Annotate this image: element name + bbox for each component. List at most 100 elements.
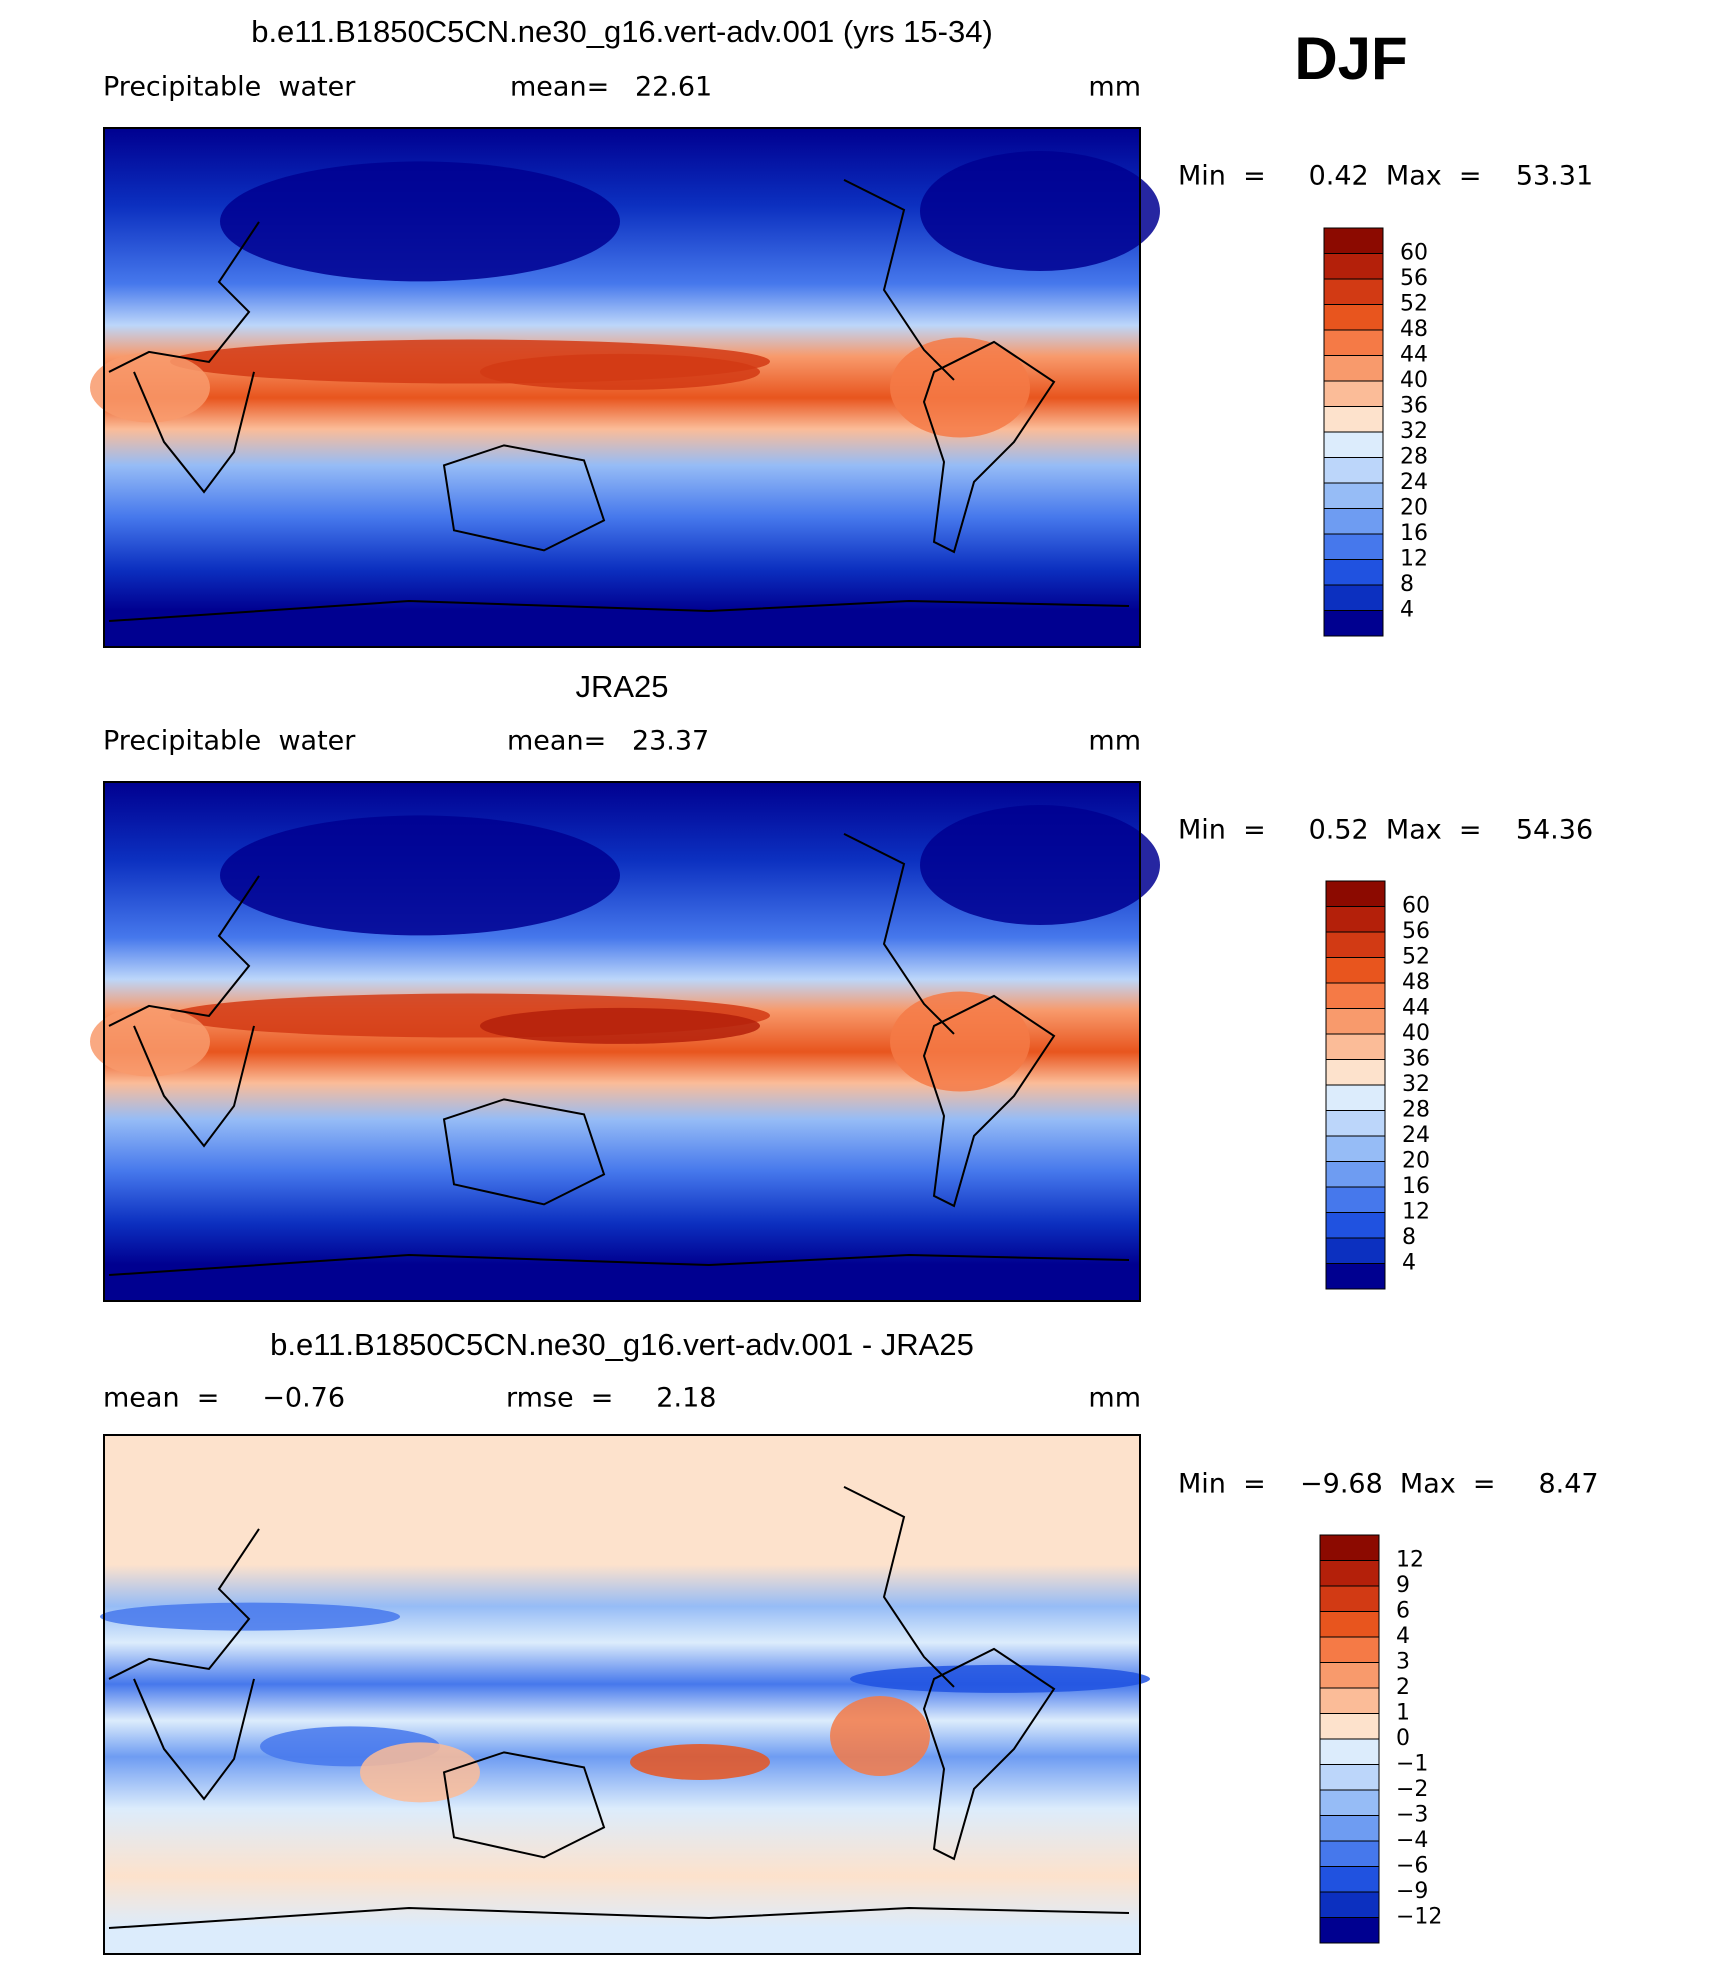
units-label: mm bbox=[1088, 72, 1141, 103]
field-blob bbox=[890, 991, 1030, 1092]
min-max: Min = −9.68 Max = 8.47 bbox=[1178, 1469, 1599, 1500]
colorbar-label: 36 bbox=[1400, 394, 1428, 419]
colorbar-box bbox=[1323, 584, 1384, 611]
colorbar-box bbox=[1323, 431, 1384, 458]
colorbar-box bbox=[1319, 1560, 1380, 1587]
panel-title: b.e11.B1850C5CN.ne30_g16.vert-adv.001 - … bbox=[270, 1327, 974, 1362]
colorbar-box bbox=[1323, 278, 1384, 305]
colorbar-label: 3 bbox=[1396, 1650, 1410, 1675]
colorbar-box bbox=[1319, 1687, 1380, 1714]
field-blob bbox=[630, 1743, 770, 1780]
variable-label: Precipitable water bbox=[103, 726, 356, 757]
colorbar-box bbox=[1319, 1611, 1380, 1638]
min-max: Min = 0.42 Max = 53.31 bbox=[1178, 161, 1593, 192]
field-blob bbox=[100, 1602, 400, 1631]
coastline bbox=[108, 1486, 1130, 1930]
field-blob bbox=[920, 151, 1160, 272]
colorbar-label: 52 bbox=[1400, 292, 1428, 317]
colorbar-label: 48 bbox=[1400, 317, 1428, 342]
colorbar-box bbox=[1325, 1084, 1386, 1111]
colorbar-box bbox=[1325, 1135, 1386, 1162]
colorbar-box bbox=[1325, 931, 1386, 958]
colorbar-label: −6 bbox=[1396, 1854, 1428, 1879]
colorbar-label: 20 bbox=[1400, 496, 1428, 521]
colorbar-box bbox=[1319, 1636, 1380, 1663]
colorbar-label: 8 bbox=[1400, 572, 1414, 597]
colorbar-label: 9 bbox=[1396, 1573, 1410, 1598]
colorbar-label: 16 bbox=[1400, 521, 1428, 546]
colorbar-label: 4 bbox=[1396, 1624, 1410, 1649]
colorbar-box bbox=[1323, 533, 1384, 560]
colorbar-box bbox=[1325, 1008, 1386, 1035]
colorbar-label: 60 bbox=[1402, 894, 1430, 919]
field-blob bbox=[480, 353, 760, 390]
colorbar-label: 48 bbox=[1402, 970, 1430, 995]
colorbar-box bbox=[1319, 1585, 1380, 1612]
colorbar-label: −9 bbox=[1396, 1879, 1428, 1904]
colorbar-box bbox=[1323, 406, 1384, 433]
colorbar-box bbox=[1319, 1840, 1380, 1867]
colorbar-label: 6 bbox=[1396, 1599, 1410, 1624]
colorbar-box bbox=[1325, 1237, 1386, 1264]
colorbar-label: 12 bbox=[1402, 1200, 1430, 1225]
colorbar-box bbox=[1319, 1738, 1380, 1765]
colorbar-label: 60 bbox=[1400, 241, 1428, 266]
colorbar-box bbox=[1319, 1891, 1380, 1918]
colorbar-label: 8 bbox=[1402, 1225, 1416, 1250]
variable-label: Precipitable water bbox=[103, 72, 356, 103]
colorbar-label: 1 bbox=[1396, 1701, 1410, 1726]
colorbar-box bbox=[1319, 1815, 1380, 1842]
colorbar-label: 40 bbox=[1402, 1021, 1430, 1046]
colorbar-label: −1 bbox=[1396, 1752, 1428, 1777]
colorbar-label: 36 bbox=[1402, 1047, 1430, 1072]
field-blob bbox=[480, 1007, 760, 1044]
colorbar-label: −3 bbox=[1396, 1803, 1428, 1828]
units-label: mm bbox=[1088, 1383, 1141, 1414]
field-blob bbox=[850, 1664, 1150, 1693]
colorbar-box bbox=[1323, 304, 1384, 331]
colorbar-box bbox=[1325, 982, 1386, 1009]
colorbar-box bbox=[1323, 227, 1384, 254]
coastline bbox=[108, 833, 1130, 1277]
stat-label: mean= 22.61 bbox=[510, 72, 712, 103]
colorbar-box bbox=[1323, 508, 1384, 535]
colorbar-label: 24 bbox=[1402, 1123, 1430, 1148]
colorbar-box bbox=[1325, 1212, 1386, 1239]
colorbar-label: 32 bbox=[1400, 419, 1428, 444]
colorbar-box bbox=[1323, 457, 1384, 484]
colorbar-label: 56 bbox=[1402, 919, 1430, 944]
variable-label: mean = −0.76 bbox=[103, 1383, 345, 1414]
colorbar-box bbox=[1319, 1713, 1380, 1740]
field-blob bbox=[220, 161, 620, 282]
colorbar-box bbox=[1325, 880, 1386, 907]
colorbar-box bbox=[1323, 610, 1384, 637]
colorbar-box bbox=[1325, 1186, 1386, 1213]
colorbar-label: 24 bbox=[1400, 470, 1428, 495]
colorbar-box bbox=[1323, 482, 1384, 509]
colorbar-box bbox=[1319, 1917, 1380, 1944]
colorbar-label: 12 bbox=[1400, 547, 1428, 572]
colorbar-box bbox=[1323, 380, 1384, 407]
colorbar-label: 52 bbox=[1402, 945, 1430, 970]
map-frame bbox=[103, 781, 1141, 1302]
colorbar-label: 20 bbox=[1402, 1149, 1430, 1174]
colorbar-box bbox=[1319, 1764, 1380, 1791]
colorbar-label: −2 bbox=[1396, 1777, 1428, 1802]
map-field bbox=[104, 1435, 1140, 1954]
colorbar-box bbox=[1323, 559, 1384, 586]
map-frame bbox=[103, 127, 1141, 648]
field-blob bbox=[920, 805, 1160, 926]
colorbar-box bbox=[1325, 1263, 1386, 1290]
colorbar-label: 4 bbox=[1400, 598, 1414, 623]
field-blob bbox=[890, 337, 1030, 438]
colorbar-label: 40 bbox=[1400, 368, 1428, 393]
stat-label: mean= 23.37 bbox=[507, 726, 709, 757]
colorbar-box bbox=[1319, 1866, 1380, 1893]
colorbar-label: 28 bbox=[1402, 1098, 1430, 1123]
season-label: DJF bbox=[1294, 25, 1407, 92]
colorbar-box bbox=[1325, 957, 1386, 984]
colorbar-label: 56 bbox=[1400, 266, 1428, 291]
colorbar-label: 12 bbox=[1396, 1548, 1424, 1573]
colorbar-box bbox=[1325, 1033, 1386, 1060]
